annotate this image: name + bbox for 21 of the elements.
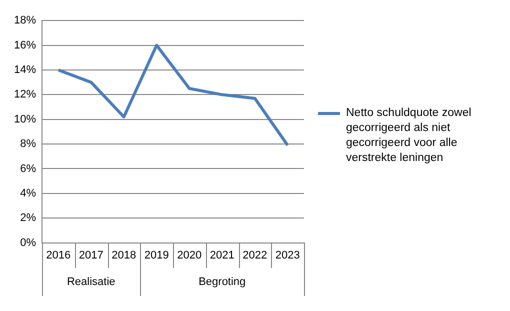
y-tick-label: 0%	[20, 236, 36, 249]
x-tick-label: 2016	[46, 249, 71, 262]
y-tick-label: 6%	[20, 162, 36, 175]
y-tick-label: 12%	[14, 88, 36, 101]
y-tick-label: 16%	[14, 39, 36, 52]
y-tick-label: 18%	[14, 14, 36, 27]
x-tick-label: 2020	[177, 249, 202, 262]
x-tick-label: 2019	[144, 249, 169, 262]
x-tick-label: 2021	[210, 249, 234, 262]
y-tick-label: 10%	[14, 113, 36, 126]
x-tick-label: 2018	[112, 249, 136, 262]
y-tick-label: 4%	[20, 187, 36, 200]
y-tick-label: 8%	[20, 138, 36, 150]
text: Realisatie	[66, 276, 116, 288]
y-tick-label: 14%	[14, 64, 36, 76]
text: Begroting	[198, 276, 246, 288]
x-tick-label: 2017	[78, 249, 104, 262]
x-tick-label: 2022	[242, 249, 268, 262]
x-tick-label: 2023	[275, 249, 300, 262]
y-tick-label: 2%	[20, 212, 36, 224]
legend-label: Netto schuldquote zowel gecorrigeerd als niet gecorrigeerd voor alle verstrekte leningen	[346, 106, 472, 166]
